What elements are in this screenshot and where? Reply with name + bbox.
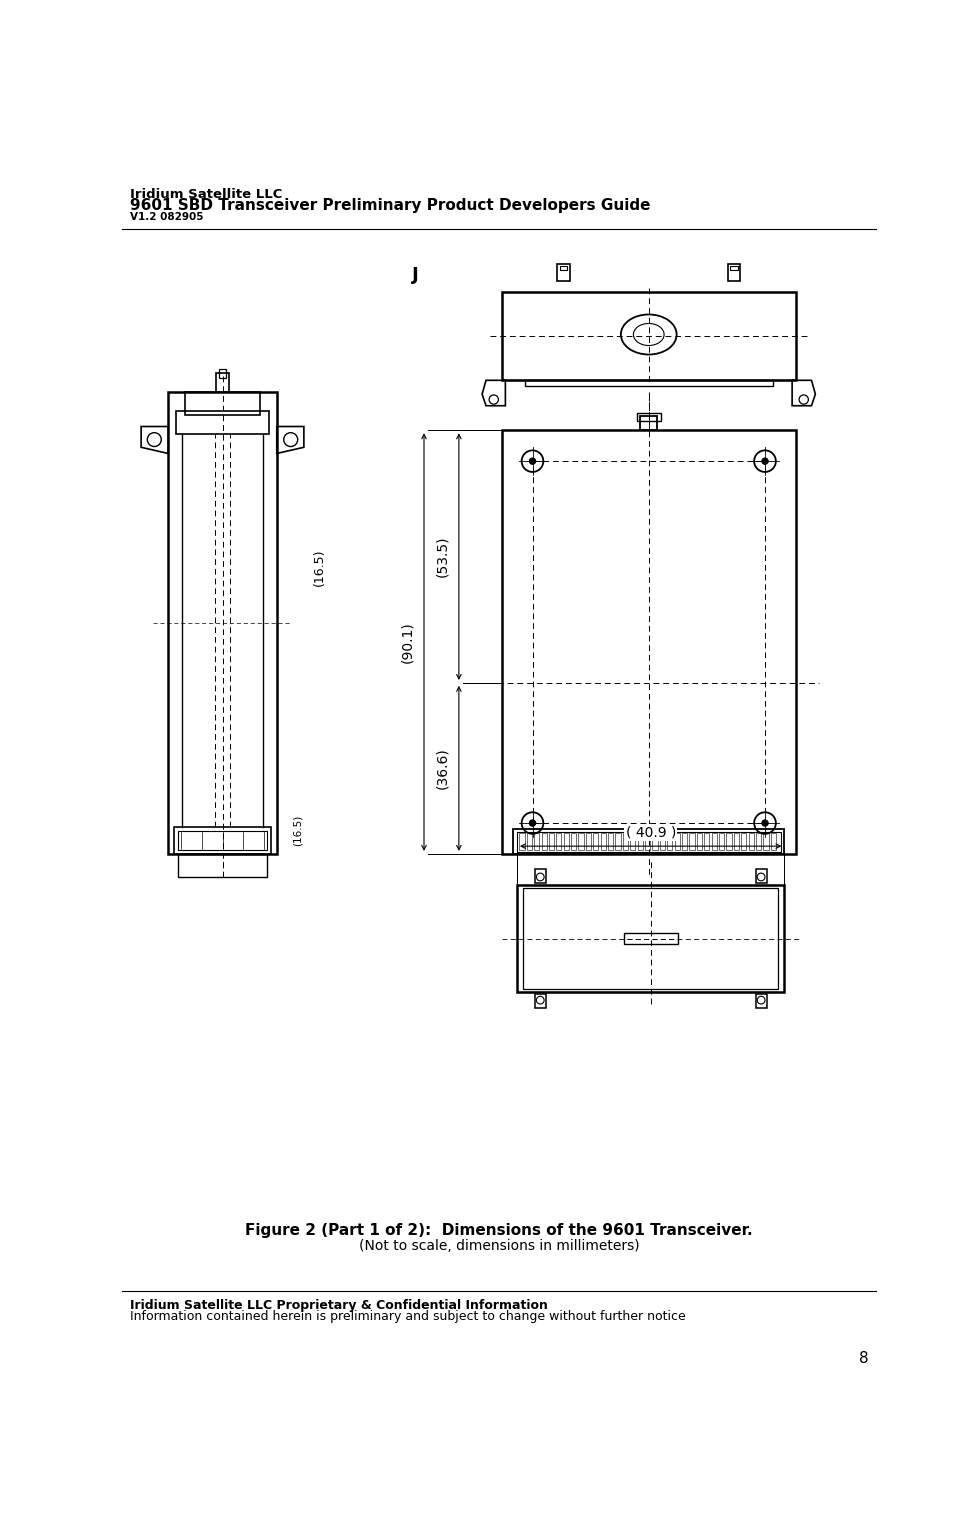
Circle shape (530, 820, 536, 826)
Circle shape (762, 820, 768, 826)
Text: (53.5): (53.5) (434, 537, 449, 578)
Text: Information contained herein is preliminary and subject to change without furthe: Information contained herein is prelimin… (130, 1309, 686, 1323)
Text: (36.6): (36.6) (434, 748, 449, 789)
Text: (16.5): (16.5) (313, 549, 326, 586)
Circle shape (762, 458, 768, 464)
Text: Iridium Satellite LLC: Iridium Satellite LLC (130, 189, 281, 201)
Text: (16.5): (16.5) (292, 816, 302, 846)
Text: (90.1): (90.1) (400, 621, 414, 662)
Text: Iridium Satellite LLC Proprietary & Confidential Information: Iridium Satellite LLC Proprietary & Conf… (130, 1298, 547, 1312)
Circle shape (530, 458, 536, 464)
Text: 9601 SBD Transceiver Preliminary Product Developers Guide: 9601 SBD Transceiver Preliminary Product… (130, 198, 650, 213)
Text: V1.2 082905: V1.2 082905 (130, 212, 203, 222)
Text: ( 40.9 ): ( 40.9 ) (625, 825, 676, 839)
Text: 8: 8 (859, 1351, 869, 1366)
Text: J: J (412, 267, 419, 284)
Text: Figure 2 (Part 1 of 2):  Dimensions of the 9601 Transceiver.: Figure 2 (Part 1 of 2): Dimensions of th… (245, 1223, 753, 1239)
Text: (Not to scale, dimensions in millimeters): (Not to scale, dimensions in millimeters… (358, 1239, 640, 1252)
